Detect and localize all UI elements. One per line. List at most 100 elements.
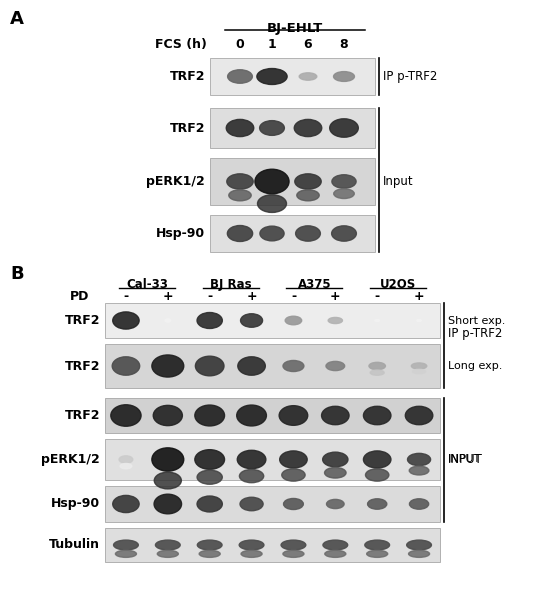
Ellipse shape: [299, 73, 317, 80]
Ellipse shape: [226, 119, 254, 136]
Bar: [210, 58, 375, 95]
Ellipse shape: [240, 314, 262, 327]
Ellipse shape: [405, 406, 433, 425]
Ellipse shape: [322, 406, 349, 425]
Ellipse shape: [260, 120, 284, 135]
Text: Tubulin: Tubulin: [49, 538, 100, 551]
Ellipse shape: [411, 363, 427, 369]
Ellipse shape: [257, 195, 287, 212]
Ellipse shape: [237, 450, 266, 468]
Text: TRF2: TRF2: [64, 314, 100, 327]
Text: TRF2: TRF2: [64, 360, 100, 373]
Ellipse shape: [281, 540, 306, 550]
Ellipse shape: [364, 451, 391, 468]
Ellipse shape: [367, 550, 388, 558]
Bar: [105, 344, 440, 388]
Text: Hsp-90: Hsp-90: [156, 227, 205, 240]
Text: BJ-EHLT: BJ-EHLT: [267, 22, 323, 35]
Text: A375: A375: [298, 278, 331, 291]
Ellipse shape: [334, 188, 354, 198]
Ellipse shape: [227, 225, 252, 241]
Ellipse shape: [282, 468, 305, 481]
Ellipse shape: [329, 119, 358, 137]
Ellipse shape: [412, 369, 426, 374]
Text: TRF2: TRF2: [169, 122, 205, 134]
Ellipse shape: [157, 550, 178, 558]
Ellipse shape: [417, 319, 421, 321]
Ellipse shape: [239, 540, 264, 550]
Text: B: B: [10, 265, 24, 283]
Ellipse shape: [323, 540, 348, 550]
Ellipse shape: [111, 405, 141, 426]
Text: 1: 1: [268, 38, 276, 51]
Ellipse shape: [238, 357, 265, 375]
Ellipse shape: [327, 499, 344, 508]
Ellipse shape: [294, 119, 322, 136]
Text: +: +: [330, 290, 340, 303]
Ellipse shape: [195, 405, 224, 426]
Text: 0: 0: [235, 38, 244, 51]
Ellipse shape: [228, 70, 252, 84]
Text: U2OS: U2OS: [380, 278, 416, 291]
Text: Hsp-90: Hsp-90: [51, 497, 100, 510]
Ellipse shape: [409, 466, 429, 475]
Ellipse shape: [195, 356, 224, 376]
Text: pERK1/2: pERK1/2: [41, 453, 100, 466]
Text: +: +: [162, 290, 173, 303]
Bar: [105, 398, 440, 433]
Ellipse shape: [328, 317, 343, 324]
Ellipse shape: [113, 495, 139, 513]
Ellipse shape: [197, 470, 222, 484]
Text: Long exp.: Long exp.: [448, 361, 502, 371]
Text: pERK1/2: pERK1/2: [146, 175, 205, 188]
Ellipse shape: [296, 226, 320, 241]
Ellipse shape: [325, 550, 346, 558]
Ellipse shape: [370, 370, 384, 375]
Ellipse shape: [229, 190, 251, 201]
Ellipse shape: [116, 550, 136, 558]
Bar: [210, 108, 375, 148]
Text: 8: 8: [340, 38, 348, 51]
Text: FCS (h): FCS (h): [155, 38, 207, 51]
Ellipse shape: [283, 360, 304, 371]
Text: -: -: [207, 290, 212, 303]
Ellipse shape: [156, 540, 180, 550]
Text: +: +: [246, 290, 257, 303]
Ellipse shape: [119, 456, 133, 463]
Ellipse shape: [375, 319, 379, 321]
Ellipse shape: [165, 319, 170, 322]
Text: -: -: [375, 290, 379, 303]
Ellipse shape: [366, 468, 389, 481]
Text: PD: PD: [70, 290, 89, 303]
Ellipse shape: [284, 499, 304, 510]
Text: A: A: [10, 10, 24, 28]
Ellipse shape: [408, 453, 431, 465]
Ellipse shape: [324, 467, 346, 478]
Ellipse shape: [285, 316, 302, 325]
Bar: [105, 528, 440, 562]
Ellipse shape: [260, 226, 284, 241]
Text: IP p-TRF2: IP p-TRF2: [383, 70, 437, 83]
Ellipse shape: [112, 357, 140, 375]
Ellipse shape: [227, 174, 253, 189]
Bar: [105, 439, 440, 480]
Ellipse shape: [154, 494, 182, 514]
Ellipse shape: [120, 464, 132, 468]
Ellipse shape: [199, 550, 220, 558]
Text: -: -: [123, 290, 129, 303]
Text: INPUT: INPUT: [448, 453, 483, 466]
Ellipse shape: [326, 362, 345, 371]
Text: BJ Ras: BJ Ras: [210, 278, 251, 291]
Text: Cal-33: Cal-33: [126, 278, 168, 291]
Ellipse shape: [113, 312, 139, 329]
Ellipse shape: [333, 72, 354, 82]
Ellipse shape: [280, 451, 307, 468]
Text: IP p-TRF2: IP p-TRF2: [448, 327, 502, 340]
Ellipse shape: [369, 362, 386, 370]
Text: TRF2: TRF2: [64, 409, 100, 422]
Ellipse shape: [197, 540, 222, 550]
Text: 6: 6: [304, 38, 312, 51]
Text: INPUT: INPUT: [448, 454, 481, 465]
Ellipse shape: [367, 499, 387, 509]
Ellipse shape: [406, 540, 431, 550]
